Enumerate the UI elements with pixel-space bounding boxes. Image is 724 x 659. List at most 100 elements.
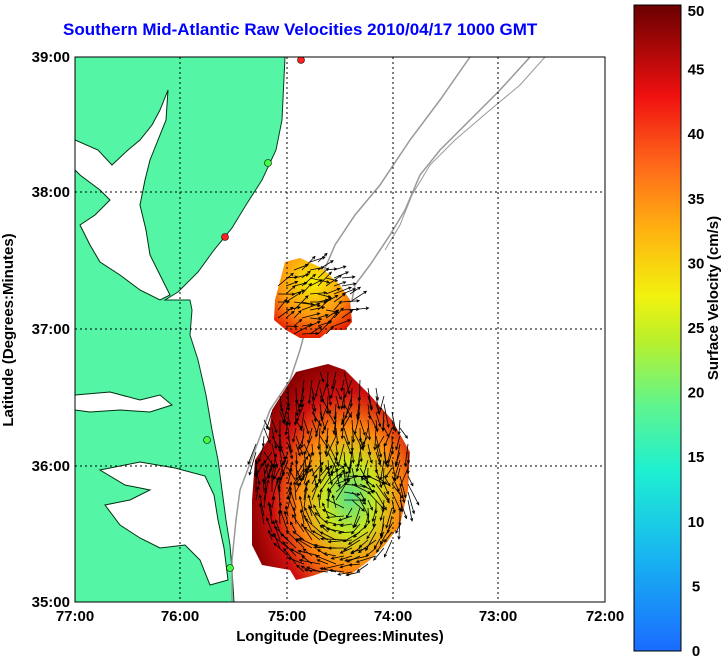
x-axis: 77:00 76:00 75:00 74:00 73:00 72:00 Long… [56, 608, 624, 645]
velocity-arrow [327, 469, 346, 485]
velocity-arrow [376, 539, 385, 553]
velocity-arrow [340, 395, 345, 410]
velocity-arrow [399, 483, 406, 504]
velocity-arrow [325, 325, 335, 335]
velocity-arrow [287, 557, 305, 565]
plot-frame [74, 56, 606, 603]
velocity-arrow [367, 483, 374, 494]
velocity-arrow [285, 291, 302, 303]
velocity-arrow [300, 395, 305, 408]
bathymetry-contour [384, 57, 546, 251]
colorbar-tick-label: 0 [692, 643, 700, 659]
velocity-arrow [279, 460, 285, 477]
velocity-arrow [373, 427, 377, 451]
velocity-arrow [343, 427, 350, 446]
colorbar-tick-label: 5 [692, 578, 700, 595]
velocity-arrow [295, 403, 299, 417]
velocity-arrow [301, 273, 317, 287]
velocity-arrow [375, 451, 381, 466]
velocity-arrow [285, 310, 295, 319]
velocity-arrow [309, 317, 323, 321]
velocity-arrow [355, 555, 377, 563]
station-marker [264, 159, 272, 167]
velocity-arrow [335, 427, 340, 446]
velocity-arrow [308, 505, 321, 525]
velocity-arrow [385, 507, 393, 529]
velocity-arrow [329, 379, 337, 400]
map-title: Southern Mid-Atlantic Raw Velocities 201… [63, 20, 538, 39]
station-marker [221, 233, 229, 241]
velocity-arrow [279, 411, 286, 425]
velocity-arrow [407, 483, 420, 506]
velocity-arrow [366, 523, 377, 540]
y-tick-label: 37:00 [32, 321, 70, 338]
velocity-arrow [265, 516, 273, 533]
velocity-arrow [371, 507, 377, 523]
velocity-arrow [343, 459, 351, 474]
velocity-arrow [317, 252, 328, 263]
velocity-arrow [325, 499, 345, 509]
chesapeake-bay [75, 89, 171, 301]
velocity-arrow [325, 277, 339, 282]
velocity-arrow [351, 483, 372, 494]
velocity-arrow [359, 443, 363, 463]
velocity-arrow [293, 324, 312, 335]
velocity-arrow [406, 460, 410, 475]
velocity-arrow [263, 427, 271, 444]
velocity-arrow [254, 468, 258, 493]
velocity-arrow [301, 255, 316, 271]
velocity-arrow [304, 506, 313, 525]
velocity-arrow [367, 443, 372, 456]
velocity-arrow [349, 290, 368, 303]
velocity-arrow [319, 395, 332, 414]
velocity-arrow [270, 533, 289, 549]
velocity-arrow [317, 314, 329, 319]
velocity-arrow [319, 487, 323, 501]
velocity-arrow [295, 435, 304, 456]
velocity-arrow [289, 521, 297, 533]
colorbar-tick-label: 10 [688, 514, 705, 531]
velocity-arrow [314, 555, 337, 565]
velocity-arrow [303, 443, 311, 458]
velocity-arrow [315, 419, 321, 438]
velocity-arrow [341, 288, 357, 295]
velocity-arrow [317, 271, 333, 287]
velocity-arrow [343, 498, 367, 502]
velocity-arrow [263, 462, 270, 477]
velocity-arrow [397, 419, 401, 436]
colorbar-tick-label: 45 [688, 62, 705, 79]
velocity-arrow [399, 475, 407, 499]
velocity-arrow [343, 539, 361, 551]
velocity-arrow [298, 467, 305, 479]
colorbar-tick-label: 25 [688, 320, 705, 337]
velocity-arrow [274, 519, 281, 533]
x-tick-label: 77:00 [56, 608, 94, 625]
velocity-arrow [298, 558, 321, 565]
velocity-arrow [248, 451, 257, 476]
velocity-arrow [259, 502, 265, 525]
velocity-arrow [319, 411, 327, 431]
velocity-arrow [295, 467, 302, 482]
velocity-arrow [367, 419, 372, 441]
velocity-arrow [351, 443, 355, 464]
velocity-arrow [291, 514, 305, 533]
velocity-arrow [296, 564, 305, 573]
velocity-arrow [301, 282, 313, 295]
colorbar-tick-label: 40 [688, 126, 705, 143]
velocity-arrow [247, 443, 257, 466]
velocity-arrow [280, 533, 297, 549]
velocity-arrow [327, 387, 332, 406]
velocity-arrow [313, 504, 321, 517]
velocity-arrow [340, 379, 345, 392]
velocity-arrow [301, 523, 313, 541]
velocity-arrow [391, 411, 397, 433]
velocity-arrow [396, 467, 401, 480]
velocity-arrow [391, 499, 396, 514]
velocity-arrow [332, 419, 337, 435]
velocity-arrow [271, 453, 278, 477]
velocity-arrow [271, 419, 278, 434]
velocity-arrow [270, 473, 274, 492]
velocity-arrow [381, 419, 385, 432]
